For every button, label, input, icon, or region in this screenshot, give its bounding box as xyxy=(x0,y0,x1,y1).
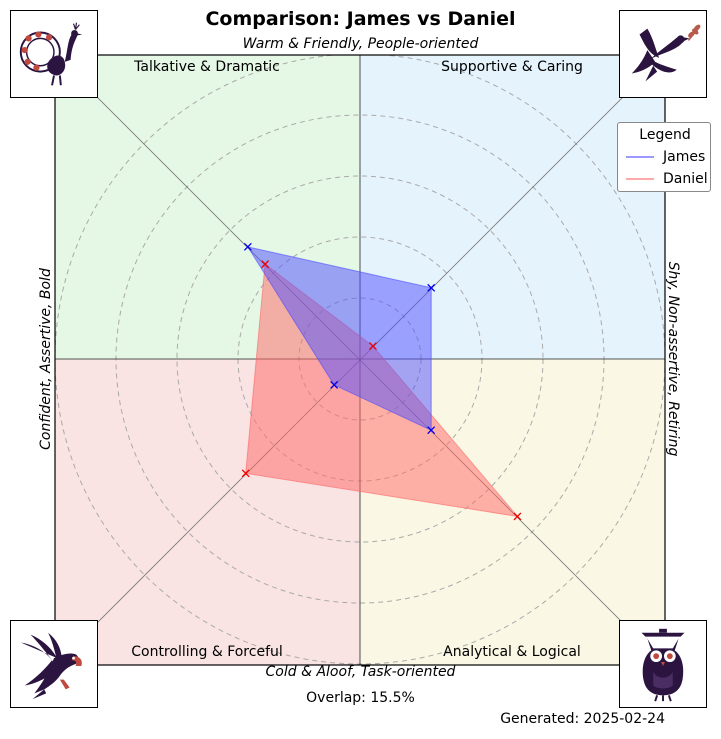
axis-label-bottom: Cold & Aloof, Task-oriented xyxy=(265,664,456,680)
chart-title: Comparison: James vs Daniel xyxy=(205,8,516,30)
quadrant-label-top-left: Talkative & Dramatic xyxy=(134,59,280,75)
legend-swatch-daniel xyxy=(626,178,654,180)
generated-date: Generated: 2025-02-24 xyxy=(500,711,665,727)
legend-label-james: James xyxy=(663,149,706,165)
data-point-daniel xyxy=(261,260,270,269)
data-point-james xyxy=(427,283,436,292)
plot-frame xyxy=(54,54,666,666)
legend-item-daniel: Daniel xyxy=(626,171,708,187)
data-point-daniel xyxy=(513,512,522,521)
owl-icon xyxy=(619,620,707,708)
legend-title: Legend xyxy=(639,127,691,143)
axis-label-right: Shy, Non-assertive, Retiring xyxy=(665,261,681,457)
overlap-text: Overlap: 15.5% xyxy=(306,690,415,706)
data-point-daniel xyxy=(241,469,250,478)
axis-label-left: Confident, Assertive, Bold xyxy=(38,268,54,450)
quadrant-label-bottom-left: Controlling & Forceful xyxy=(131,644,283,660)
data-point-james xyxy=(427,426,436,435)
eagle-icon xyxy=(10,620,98,708)
dove-icon xyxy=(619,10,707,98)
legend-swatch-james xyxy=(626,156,654,158)
legend: Legend James Daniel xyxy=(617,122,711,192)
legend-label-daniel: Daniel xyxy=(663,171,708,187)
peacock-icon xyxy=(10,10,98,98)
axis-label-top: Warm & Friendly, People-oriented xyxy=(242,36,479,52)
data-point-daniel xyxy=(368,342,377,351)
data-point-james xyxy=(330,380,339,389)
quadrant-label-bottom-right: Analytical & Logical xyxy=(443,644,581,660)
legend-item-james: James xyxy=(626,149,705,165)
quadrant-label-top-right: Supportive & Caring xyxy=(441,59,583,75)
data-point-james xyxy=(243,242,252,251)
